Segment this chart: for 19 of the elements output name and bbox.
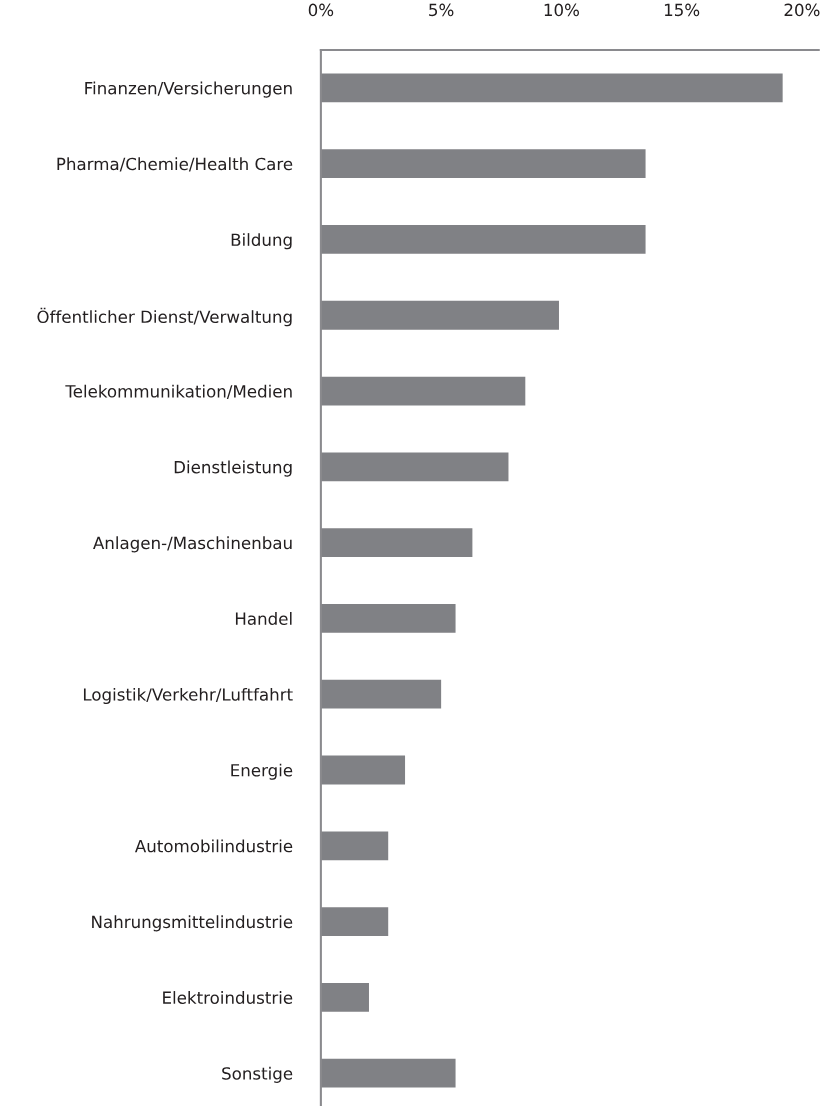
y-tick-label: Elektroindustrie bbox=[163, 991, 293, 1004]
x-tick-label: 15% bbox=[664, 3, 700, 17]
y-tick-label: Automobilindustrie bbox=[134, 839, 293, 853]
x-tick-label: 20% bbox=[784, 3, 820, 17]
y-tick-label: Anlagen-/Maschinenbau bbox=[93, 536, 292, 553]
y-tick-label: Dienstleistung bbox=[174, 460, 292, 477]
y-tick-label: Nahrungsmittelindustrie bbox=[92, 915, 293, 932]
x-tick-label: 10% bbox=[544, 3, 579, 17]
x-tick-label: 5% bbox=[429, 3, 454, 17]
y-tick-label: Handel bbox=[235, 612, 292, 625]
y-tick-label: Energie bbox=[231, 763, 293, 780]
y-tick-label: Finanzen/Versicherungen bbox=[85, 81, 292, 98]
y-tick-label: Telekommunikation/Medien bbox=[65, 384, 292, 399]
y-tick-label: Pharma/Chemie/Health Care bbox=[57, 157, 293, 172]
y-tick-label: Logistik/Verkehr/Luftfahrt bbox=[83, 687, 293, 705]
y-tick-label: Bildung bbox=[231, 233, 292, 250]
x-tick-label: 0% bbox=[308, 3, 334, 17]
y-tick-label: Sonstige bbox=[222, 1066, 293, 1083]
y-tick-label: Öffentlicher Dienst/Verwaltung bbox=[37, 307, 292, 327]
